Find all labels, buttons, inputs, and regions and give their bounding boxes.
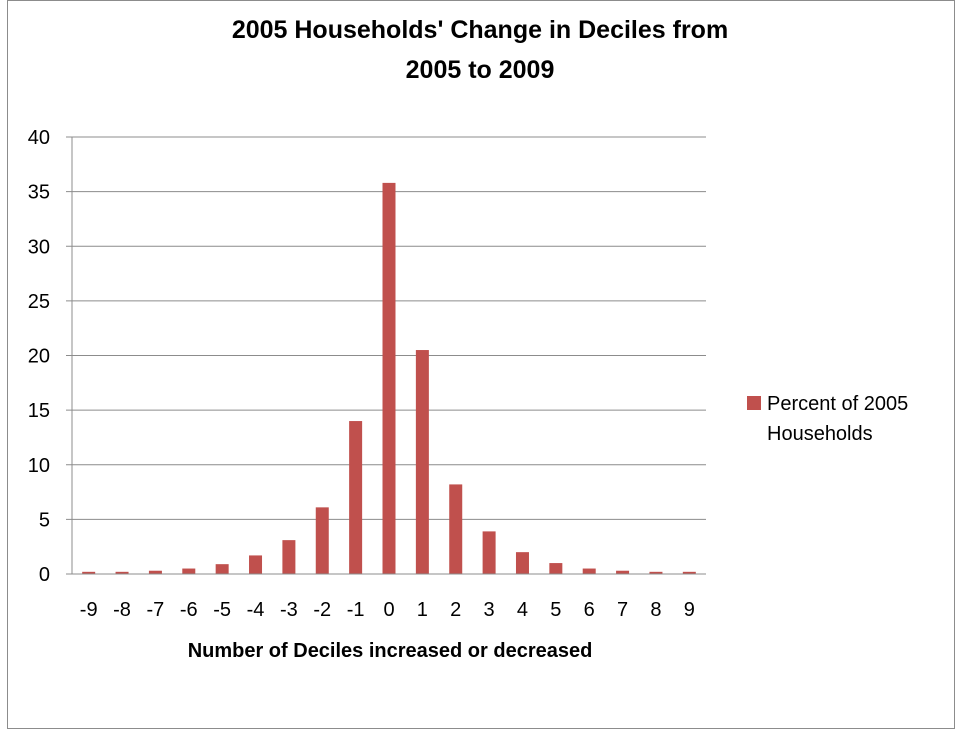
chart-title: 2005 Households' Change in Deciles from … bbox=[232, 16, 728, 84]
x-tick-label: -7 bbox=[147, 599, 165, 621]
x-tick-label: -8 bbox=[113, 599, 131, 621]
chart-title-line-1: 2005 Households' Change in Deciles from bbox=[232, 16, 728, 44]
bar--6 bbox=[182, 568, 196, 574]
x-tick-label: 5 bbox=[550, 599, 561, 621]
bar--8 bbox=[115, 571, 129, 574]
y-tick-label: 10 bbox=[28, 455, 50, 477]
bar--4 bbox=[249, 555, 263, 574]
legend-label-line-2: Households bbox=[767, 423, 873, 445]
x-tick-label: 3 bbox=[484, 599, 495, 621]
y-tick-label: 0 bbox=[39, 564, 50, 586]
x-tick-label: -9 bbox=[80, 599, 98, 621]
bar-1 bbox=[415, 350, 429, 574]
bar--7 bbox=[148, 570, 162, 574]
y-tick-label: 15 bbox=[28, 400, 50, 422]
bar--3 bbox=[282, 540, 296, 574]
y-tick-label: 25 bbox=[28, 291, 50, 313]
x-tick-label: 6 bbox=[584, 599, 595, 621]
x-tick-label: -1 bbox=[347, 599, 365, 621]
legend: Percent of 2005 Households bbox=[747, 393, 908, 445]
bar-4 bbox=[515, 552, 529, 574]
x-tick-label: -4 bbox=[247, 599, 265, 621]
chart-title-line-2: 2005 to 2009 bbox=[406, 56, 555, 84]
y-tick-label: 30 bbox=[28, 236, 50, 258]
y-tick-label: 35 bbox=[28, 182, 50, 204]
legend-swatch bbox=[747, 396, 761, 410]
chart-frame bbox=[7, 0, 955, 729]
x-tick-label: -5 bbox=[213, 599, 231, 621]
x-axis-label: Number of Deciles increased or decreased bbox=[188, 640, 593, 662]
legend-label-line-1: Percent of 2005 bbox=[767, 393, 908, 415]
x-tick-label: 4 bbox=[517, 599, 528, 621]
bar-2 bbox=[449, 484, 463, 574]
y-tick-label: 40 bbox=[28, 127, 50, 149]
y-axis: 0 5 10 15 20 25 30 35 40 bbox=[28, 127, 73, 586]
bar--1 bbox=[349, 421, 363, 574]
bars bbox=[82, 182, 696, 574]
x-tick-label: -6 bbox=[180, 599, 198, 621]
x-tick-label: 0 bbox=[383, 599, 394, 621]
x-tick-label: -3 bbox=[280, 599, 298, 621]
y-tick-label: 20 bbox=[28, 346, 50, 368]
bar-9 bbox=[682, 571, 696, 574]
x-tick-label: 1 bbox=[417, 599, 428, 621]
x-tick-label: 8 bbox=[650, 599, 661, 621]
y-tick-label: 5 bbox=[39, 509, 50, 531]
bar-3 bbox=[482, 531, 496, 574]
x-tick-label: 9 bbox=[684, 599, 695, 621]
x-tick-label: -2 bbox=[313, 599, 331, 621]
bar-8 bbox=[649, 571, 663, 574]
bar--5 bbox=[215, 564, 229, 574]
bar-5 bbox=[549, 563, 563, 574]
bar-0 bbox=[382, 182, 396, 574]
x-tick-label: 7 bbox=[617, 599, 628, 621]
bar--9 bbox=[82, 571, 96, 574]
bar-6 bbox=[582, 568, 596, 574]
bar-7 bbox=[616, 570, 630, 574]
x-axis: -9 -8 -7 -6 -5 -4 -3 -2 -1 0 1 2 3 4 5 6 7 8 9 bbox=[72, 573, 706, 621]
bar--2 bbox=[315, 507, 329, 574]
x-tick-label: 2 bbox=[450, 599, 461, 621]
